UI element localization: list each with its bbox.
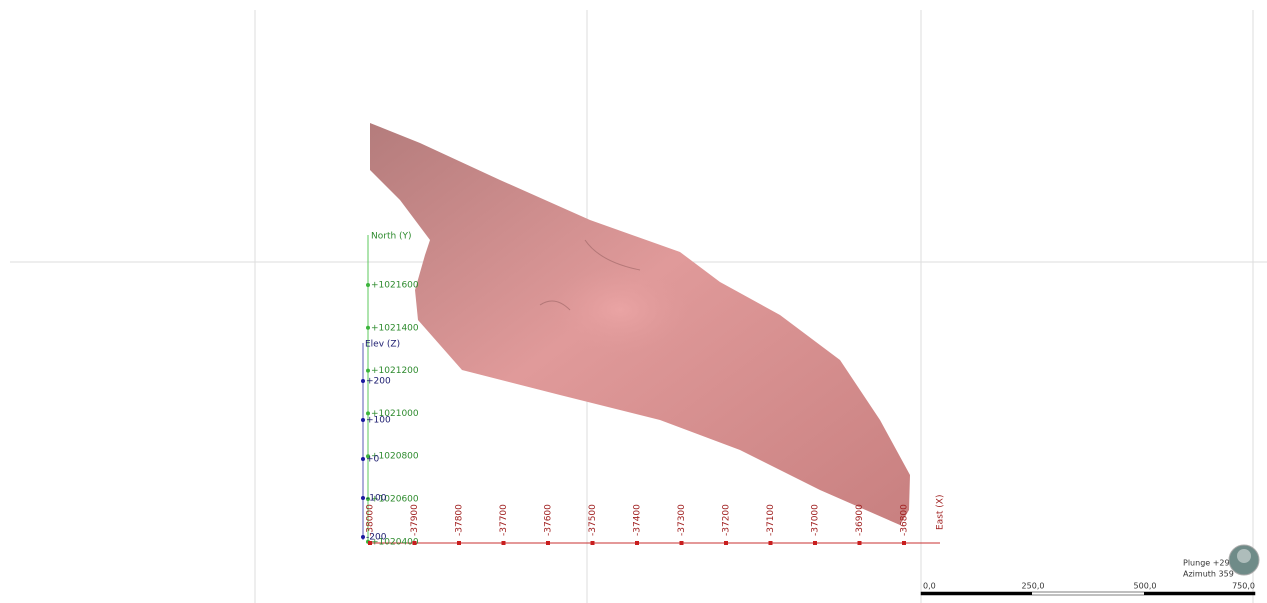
elev-tick-label: -100 — [366, 494, 387, 504]
east-tick — [546, 541, 550, 545]
north-tick-label: +1021600 — [371, 281, 419, 291]
east-axis-label: East (X) — [936, 495, 946, 530]
scale-label: 250,0 — [1022, 582, 1045, 591]
east-tick-label: -37300 — [677, 504, 687, 536]
3d-viewer[interactable]: North (Y) Elev (Z) East (X) Plunge +29 A… — [0, 0, 1267, 603]
elev-tick — [361, 418, 365, 422]
scene: North (Y) Elev (Z) East (X) Plunge +29 A… — [0, 0, 1267, 603]
elev-tick — [361, 496, 365, 500]
east-tick-label: -38000 — [366, 504, 376, 536]
north-tick — [366, 283, 370, 287]
plunge: Plunge +29 — [1183, 559, 1230, 568]
east-tick — [680, 541, 684, 545]
compass[interactable] — [1229, 545, 1259, 575]
elev-tick-label: +100 — [366, 416, 391, 426]
east-tick — [457, 541, 461, 545]
east-tick-label: -37900 — [410, 504, 420, 536]
east-tick-label: -37100 — [766, 504, 776, 536]
elev-tick — [361, 535, 365, 539]
east-tick-label: -37600 — [544, 504, 554, 536]
scale-label: 0,0 — [923, 582, 936, 591]
azimuth: Azimuth 359 — [1183, 570, 1234, 579]
east-tick-label: -37700 — [499, 504, 509, 536]
east-tick — [635, 541, 639, 545]
east-tick — [769, 541, 773, 545]
north-tick — [366, 326, 370, 330]
east-tick-label: -36900 — [855, 504, 865, 536]
elev-tick — [361, 379, 365, 383]
elev-tick — [361, 457, 365, 461]
scale-bar — [921, 592, 1255, 595]
elev-axis-label: Elev (Z) — [365, 340, 400, 350]
scale-label: 750,0 — [1232, 582, 1255, 591]
north-tick-label: +1021400 — [371, 323, 419, 333]
scale-label: 500,0 — [1134, 582, 1157, 591]
east-tick — [502, 541, 506, 545]
elev-tick-label: +0 — [366, 455, 380, 465]
east-tick-label: -37200 — [722, 504, 732, 536]
east-tick-label: -37400 — [633, 504, 643, 536]
east-tick — [368, 541, 372, 545]
surface — [370, 123, 910, 525]
east-tick — [413, 541, 417, 545]
east-tick-label: -36800 — [900, 504, 910, 536]
east-tick — [724, 541, 728, 545]
east-tick — [858, 541, 862, 545]
east-tick-label: -37800 — [455, 504, 465, 536]
north-axis-label: North (Y) — [371, 232, 412, 242]
east-tick — [902, 541, 906, 545]
north-tick — [366, 369, 370, 373]
north-tick-label: +1021200 — [371, 366, 419, 376]
east-tick-label: -37500 — [588, 504, 598, 536]
east-tick — [591, 541, 595, 545]
east-tick — [813, 541, 817, 545]
elev-tick-label: +200 — [366, 377, 391, 387]
east-tick-label: -37000 — [811, 504, 821, 536]
